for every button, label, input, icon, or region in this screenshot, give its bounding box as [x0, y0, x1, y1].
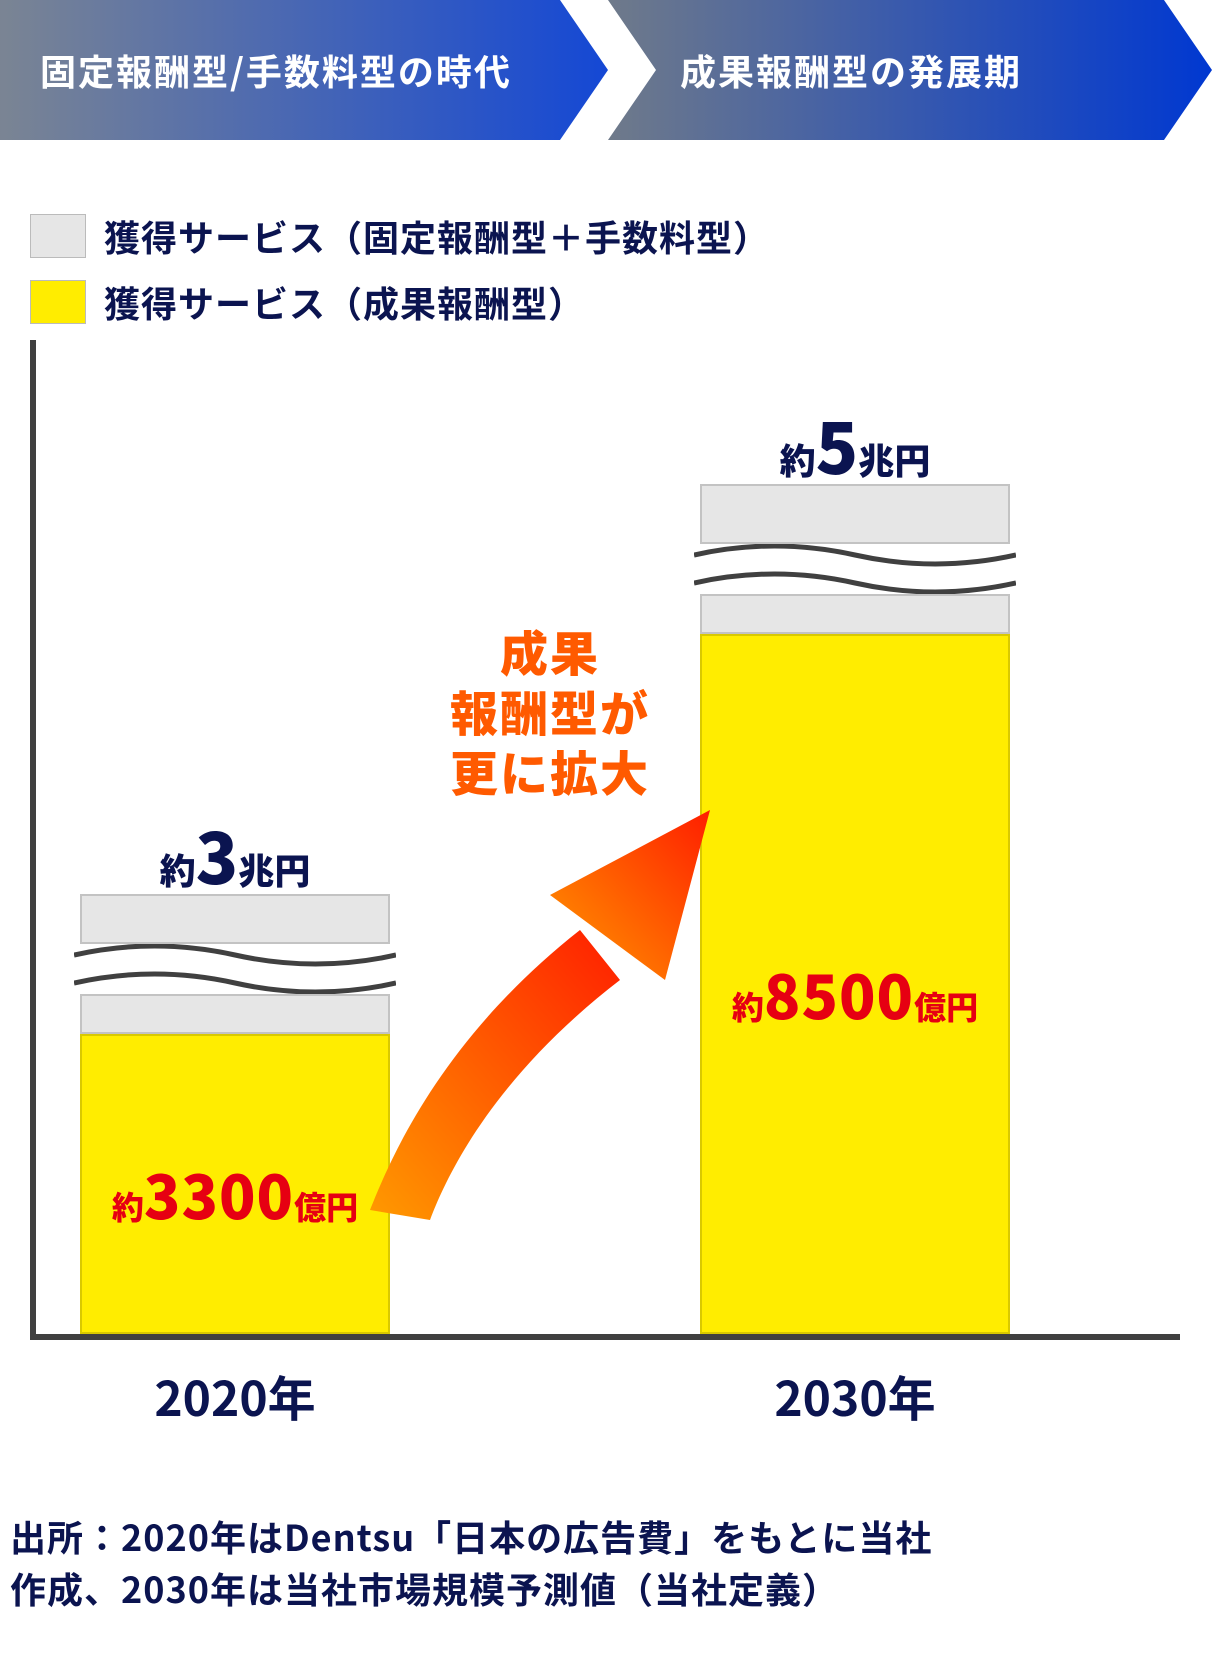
legend-label: 獲得サービス（固定報酬型＋手数料型）	[104, 210, 770, 262]
value-prefix: 約	[160, 843, 196, 895]
bar-segment-gray	[80, 994, 390, 1034]
bar-value-inside: 約3300億円	[80, 1150, 390, 1237]
value-prefix: 約	[112, 1183, 144, 1229]
legend-swatch-gray	[30, 214, 86, 258]
bar-top-label: 約5兆円	[700, 394, 1010, 495]
axis-break-icon	[74, 944, 396, 994]
value-suffix: 億円	[294, 1183, 358, 1229]
era-banner: 固定報酬型/手数料型の時代 成果報酬型の発展期	[0, 0, 1212, 140]
value-number: 3300	[144, 1150, 294, 1237]
banner-right-label: 成果報酬型の発展期	[680, 0, 1160, 140]
x-tick-label: 2020年	[80, 1360, 390, 1430]
chart-area: 約3300億円約3兆円 約8500億円約5兆円 成果 報酬型が 更に拡大	[0, 340, 1212, 1420]
axis-break-icon	[694, 544, 1016, 594]
value-prefix: 約	[732, 983, 764, 1029]
value-suffix: 兆円	[238, 843, 310, 895]
footnote-line: 作成、2030年は当社市場規模予測値（当社定義）	[10, 1562, 1202, 1614]
legend: 獲得サービス（固定報酬型＋手数料型） 獲得サービス（成果報酬型）	[30, 210, 770, 342]
value-prefix: 約	[780, 433, 816, 485]
footnote: 出所：2020年はDentsu「日本の広告費」をもとに当社 作成、2030年は当…	[0, 1510, 1212, 1614]
bar-value-inside: 約8500億円	[700, 950, 1010, 1037]
bar-2030: 約8500億円約5兆円	[700, 340, 1010, 1334]
callout-text: 成果 報酬型が 更に拡大	[420, 620, 680, 800]
value-suffix: 億円	[914, 983, 978, 1029]
bar-top-label: 約3兆円	[80, 804, 390, 905]
legend-swatch-yellow	[30, 280, 86, 324]
y-axis	[30, 340, 36, 1340]
bar-segment-gray	[700, 594, 1010, 634]
legend-item: 獲得サービス（固定報酬型＋手数料型）	[30, 210, 770, 262]
x-tick-label: 2030年	[700, 1360, 1010, 1430]
legend-item: 獲得サービス（成果報酬型）	[30, 276, 770, 328]
x-axis	[30, 1334, 1180, 1340]
legend-label: 獲得サービス（成果報酬型）	[104, 276, 585, 328]
value-number: 8500	[764, 950, 914, 1037]
value-number: 3	[196, 804, 239, 905]
infographic-root: 固定報酬型/手数料型の時代 成果報酬型の発展期 獲得サービス（固定報酬型＋手数料…	[0, 0, 1212, 1664]
value-number: 5	[816, 394, 859, 495]
banner-left-label: 固定報酬型/手数料型の時代	[40, 0, 600, 140]
growth-arrow-icon	[350, 780, 710, 1220]
footnote-line: 出所：2020年はDentsu「日本の広告費」をもとに当社	[10, 1510, 1202, 1562]
value-suffix: 兆円	[858, 433, 930, 485]
bar-2020: 約3300億円約3兆円	[80, 340, 390, 1334]
